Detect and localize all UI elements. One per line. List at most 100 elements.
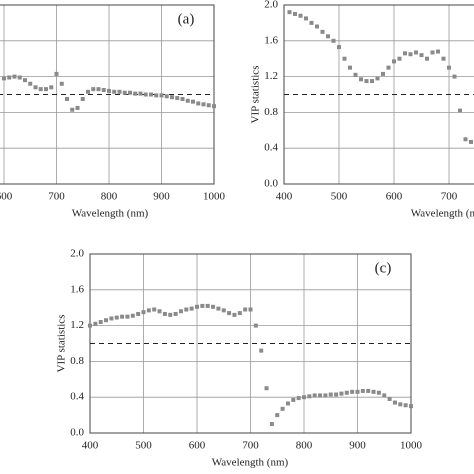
point bbox=[101, 88, 106, 93]
point bbox=[75, 105, 80, 110]
point bbox=[206, 103, 211, 108]
point bbox=[86, 89, 90, 94]
point bbox=[436, 49, 440, 54]
point bbox=[419, 53, 424, 58]
point bbox=[143, 92, 148, 97]
point bbox=[185, 98, 190, 103]
point bbox=[344, 390, 349, 395]
point bbox=[175, 96, 180, 101]
point bbox=[339, 391, 344, 396]
point bbox=[425, 56, 429, 61]
point bbox=[168, 312, 173, 317]
y-tick-label: 0.8 bbox=[70, 355, 84, 367]
x-tick-label: 800 bbox=[296, 440, 313, 452]
point bbox=[331, 38, 336, 43]
point bbox=[133, 91, 138, 96]
point bbox=[403, 403, 408, 408]
y-tick-label: 2.0 bbox=[70, 248, 84, 260]
point bbox=[293, 11, 297, 16]
y-tick-label: 0.0 bbox=[70, 427, 84, 439]
point bbox=[107, 88, 111, 93]
point bbox=[337, 45, 341, 50]
point bbox=[2, 76, 6, 81]
point bbox=[120, 314, 125, 319]
point bbox=[350, 389, 355, 394]
point bbox=[307, 394, 312, 399]
point bbox=[296, 396, 301, 401]
point bbox=[275, 413, 280, 418]
point bbox=[452, 74, 457, 79]
point bbox=[146, 308, 151, 313]
point bbox=[216, 306, 221, 311]
x-tick-label: 400 bbox=[82, 440, 99, 452]
point bbox=[348, 65, 352, 70]
y-tick-label: 0.8 bbox=[264, 106, 278, 118]
point bbox=[381, 71, 385, 76]
point bbox=[136, 311, 141, 316]
point bbox=[200, 303, 205, 308]
point bbox=[375, 76, 380, 81]
point bbox=[269, 422, 274, 427]
point bbox=[93, 321, 98, 326]
point bbox=[122, 90, 127, 95]
point bbox=[371, 389, 376, 394]
point bbox=[253, 323, 258, 328]
point bbox=[205, 303, 210, 308]
point bbox=[59, 81, 64, 86]
point bbox=[264, 386, 269, 391]
point bbox=[173, 311, 178, 316]
y-axis-label: VIP statistics bbox=[250, 66, 262, 124]
point bbox=[469, 139, 473, 144]
x-tick-label: 1000 bbox=[203, 191, 226, 203]
point bbox=[232, 312, 237, 317]
x-tick-label: 1000 bbox=[400, 440, 423, 452]
x-tick-label: 600 bbox=[386, 191, 403, 203]
point bbox=[403, 51, 407, 56]
point bbox=[302, 395, 306, 400]
point bbox=[88, 323, 92, 328]
point bbox=[157, 309, 162, 314]
point bbox=[298, 13, 303, 18]
point bbox=[334, 392, 339, 397]
plot-frame bbox=[0, 4, 215, 185]
point bbox=[44, 87, 48, 92]
point bbox=[162, 311, 167, 316]
point bbox=[227, 311, 232, 316]
point bbox=[114, 315, 119, 320]
point bbox=[23, 78, 27, 83]
point bbox=[128, 90, 132, 95]
x-axis-label: Wavelength (nm) bbox=[411, 208, 474, 220]
y-tick-label: 0.4 bbox=[264, 142, 278, 154]
point bbox=[326, 34, 330, 39]
point bbox=[259, 348, 264, 353]
point bbox=[141, 310, 146, 315]
point bbox=[291, 397, 296, 402]
point bbox=[359, 77, 363, 82]
point bbox=[154, 93, 159, 98]
y-tick-label: 2.0 bbox=[264, 0, 278, 11]
point bbox=[387, 396, 392, 401]
point bbox=[355, 389, 360, 394]
point bbox=[243, 307, 248, 312]
point bbox=[180, 96, 185, 101]
x-tick-label: 700 bbox=[441, 191, 458, 203]
x-tick-label: 600 bbox=[0, 191, 13, 203]
point bbox=[280, 406, 285, 411]
y-tick-label: 0.0 bbox=[264, 178, 278, 190]
point bbox=[28, 81, 33, 86]
x-axis-label: Wavelength (nm) bbox=[72, 208, 149, 220]
point bbox=[342, 56, 347, 61]
point bbox=[12, 74, 17, 79]
x-tick-label: 600 bbox=[189, 440, 206, 452]
panel-label: (a) bbox=[178, 11, 195, 27]
point bbox=[7, 75, 12, 80]
y-axis-label: VIP statistics bbox=[56, 315, 68, 373]
point bbox=[138, 91, 143, 96]
point bbox=[96, 87, 101, 92]
point bbox=[98, 320, 103, 325]
point bbox=[248, 307, 253, 312]
point bbox=[91, 87, 96, 92]
point bbox=[370, 79, 374, 84]
point bbox=[447, 65, 451, 70]
